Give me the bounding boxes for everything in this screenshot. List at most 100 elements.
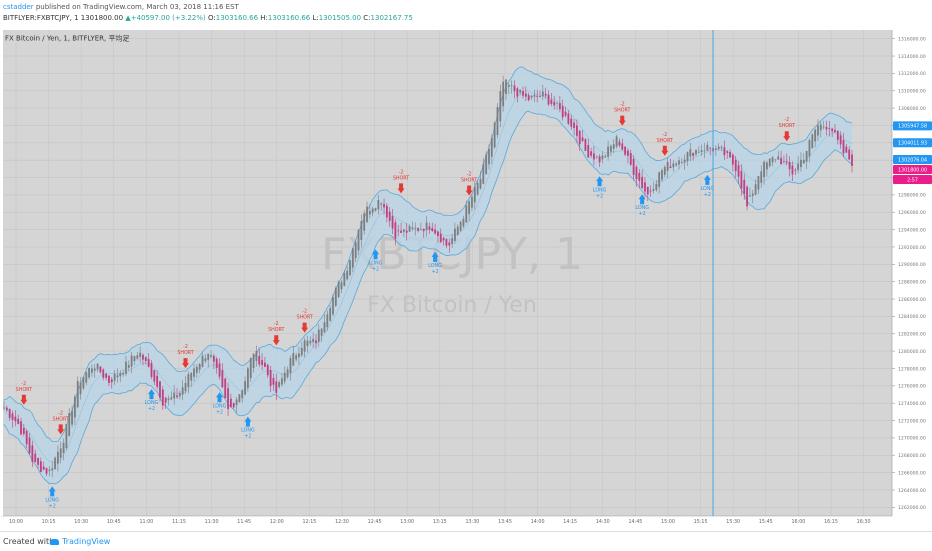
candle-body [831,128,834,132]
candle-body [629,153,632,165]
time-tick-label: 13:15 [433,519,447,525]
candle-body [714,148,717,150]
long-count-label: +2 [148,406,155,412]
candle-body [615,136,618,147]
price-axis[interactable] [892,30,932,516]
candle-body [658,172,661,187]
short-count-label: -2 [21,381,26,387]
candle-body [227,388,229,410]
time-tick-label: 11:45 [237,519,251,525]
time-tick-label: 16:00 [791,519,805,525]
candle-body [459,221,462,231]
short-arrow-icon [783,131,791,142]
candle-body [346,270,349,280]
price-tick-label: 1298000.00 [898,193,926,199]
candle-body [794,169,797,171]
candle-body [473,186,476,203]
candle-body [527,95,530,101]
candle-body [332,297,334,315]
candle-body [218,363,221,377]
candle-body [11,413,14,420]
candle-body [91,368,93,373]
time-tick-label: 14:30 [596,519,610,525]
long-count-label: +2 [704,192,711,198]
candlestick-chart[interactable]: FXBTCJPY, 1 FX Bitcoin / Yen -2SHORT-2SH… [0,29,932,530]
candle-body [170,397,173,400]
candle-body [649,190,652,192]
short-label: SHORT [461,178,477,184]
candle-body [156,375,159,387]
series-legend[interactable]: FX Bitcoin / Yen, 1, BITFLYER, 平均足 [5,34,129,43]
candle-body [130,355,133,367]
price-tick-label: 1296000.00 [898,210,926,216]
candle-body [8,408,11,418]
price-tick-label: 1284000.00 [898,314,926,320]
time-tick-label: 15:15 [694,519,708,525]
candle-body [167,398,170,401]
candle-body [669,166,672,169]
candle-body [204,358,207,362]
time-tick-label: 16:15 [824,519,838,525]
time-tick-label: 12:45 [368,519,382,525]
time-tick-label: 10:00 [9,519,23,525]
candle-body [306,340,309,347]
price-tick-label: 1310000.00 [898,89,926,95]
candle-body [814,129,817,142]
candle-body [496,107,499,136]
candle-body [388,211,391,221]
short-count-label: -2 [274,321,279,327]
candle-body [105,373,108,378]
candle-body [740,171,743,189]
candle-body [281,378,283,385]
candle-body [142,354,144,360]
candle-body [689,149,692,157]
short-count-label: -2 [58,410,63,416]
short-arrow-icon [465,185,473,196]
time-tick-label: 10:45 [107,519,121,525]
price-tick-label: 1264000.00 [898,488,926,494]
candle-body [754,184,757,195]
candle-body [612,144,615,149]
time-tick-label: 14:00 [531,519,545,525]
author-link[interactable]: cstadder [3,3,34,11]
candle-body [323,322,326,333]
lower-band [3,110,853,485]
candle-body [125,361,127,374]
candle-body [363,213,366,231]
chart-area[interactable]: FXBTCJPY, 1 FX Bitcoin / Yen -2SHORT-2SH… [0,29,932,530]
candle-body [842,139,845,154]
candle-body [584,139,587,151]
candle-body [808,140,811,157]
candle-body [235,399,238,406]
short-arrow-icon [20,394,28,405]
price-label-box [893,121,932,131]
price-tick-label: 1266000.00 [898,470,926,476]
long-count-label: +2 [432,269,439,275]
candle-body [221,369,224,388]
candle-body [456,226,459,235]
candle-body [462,218,465,227]
candle-body [414,227,417,229]
candle-body [828,128,831,130]
candle-body [54,457,56,470]
close-label: C: [363,14,371,22]
tradingview-link[interactable]: TradingView [50,532,110,551]
short-label: SHORT [16,387,32,393]
price-tick-label: 1270000.00 [898,436,926,442]
candle-body [62,442,65,454]
candle-body [136,355,139,359]
candle-body [848,149,851,160]
candle-body [343,272,346,286]
price-label-box [893,138,932,148]
candle-body [351,248,354,268]
candle-body [159,381,161,398]
band-fill [4,67,852,484]
candle-body [471,196,473,208]
candle-body [147,359,150,367]
candle-body [431,228,434,232]
candle-body [652,189,655,191]
candle-body [680,162,683,163]
candle-body [65,424,68,448]
candle-body [79,382,82,395]
candle-body [176,395,178,398]
